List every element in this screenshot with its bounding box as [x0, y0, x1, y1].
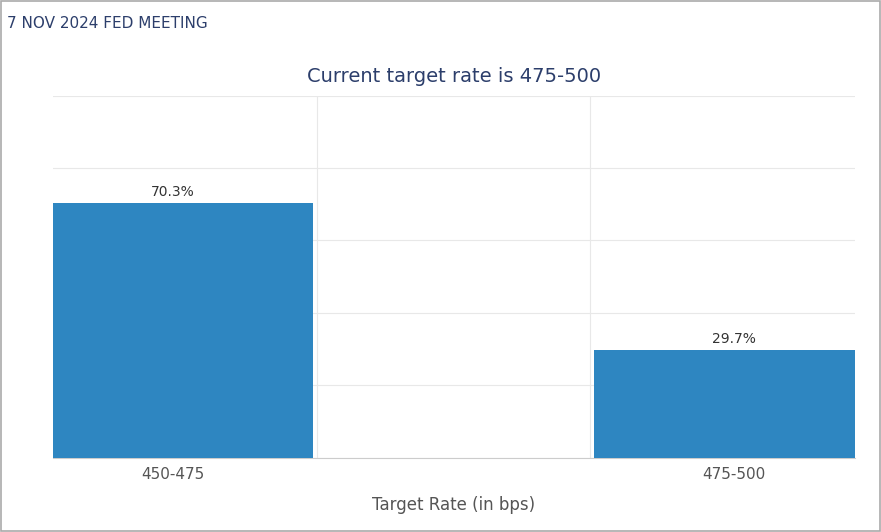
Bar: [594, 350, 875, 458]
Text: 29.7%: 29.7%: [713, 332, 756, 346]
Title: Current target rate is 475-500: Current target rate is 475-500: [307, 67, 601, 86]
X-axis label: Target Rate (in bps): Target Rate (in bps): [372, 496, 536, 514]
Text: 7 NOV 2024 FED MEETING: 7 NOV 2024 FED MEETING: [7, 16, 208, 31]
Bar: [33, 203, 314, 458]
Text: 70.3%: 70.3%: [152, 185, 195, 199]
